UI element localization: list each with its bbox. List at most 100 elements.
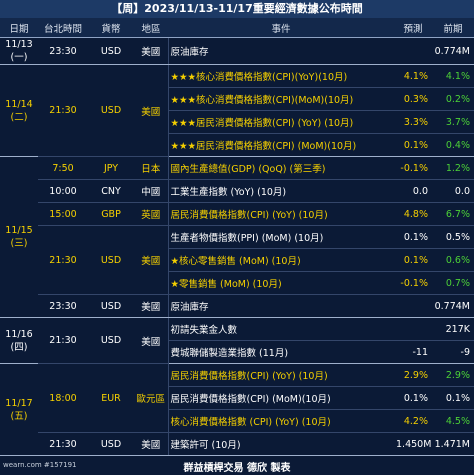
event-row: 核心消費價格指數 (CPI) (YoY) (10月) 4.2% 4.5% (0, 409, 474, 433)
date: 11/13 (5, 39, 33, 50)
event: ★★★居民消費價格指數(CPI) (MoM)(10月) (167, 133, 394, 157)
event-row: 15:00 GBP 英國 居民消費價格指數(CPI) (YoY) (10月) 4.8% 6… (0, 202, 474, 226)
event: 建築許可 (10月) (167, 432, 394, 456)
event: ★★★核心消費價格指數(CPI)(YoY)(10月) (167, 64, 394, 88)
schedule-table: 日期 台北時間 貨幣 地區 事件 預測 前期 11/13 (一) 23:30 USD 美國 原油庫存 0… (0, 18, 474, 456)
event-row: 11/14 (二) 21:30 USD 美國 ★★★核心消費價格指數(CPI)(YoY)(… (0, 64, 474, 157)
region: 歐元區 (134, 363, 168, 433)
event: ★零售銷售 (MoM) (10月) (167, 271, 394, 295)
event-row: 21:30 USD 美國 生產者物價指數(PPI) (MoM) (10月) 0.1% 0.… (0, 225, 474, 295)
weekday: (三) (10, 238, 28, 249)
forecast: 3.3% (394, 110, 432, 134)
forecast: 4.2% (394, 409, 432, 433)
forecast: 0.1% (394, 133, 432, 157)
event-row: ★核心零售銷售 (MoM) (10月) 0.1% 0.6% (0, 248, 474, 272)
time: 23:30 (38, 294, 88, 318)
date-cell: 11/14 (二) (0, 64, 38, 157)
column-header: 日期 (0, 18, 38, 38)
forecast (394, 317, 432, 341)
event: 居民消費價格指數(CPI) (YoY) (10月) (167, 202, 394, 226)
date-cell: 11/15 (三) (0, 156, 38, 318)
previous: 0.1% (432, 386, 474, 410)
event: ★★★居民消費價格指數(CPI) (YoY) (10月) (167, 110, 394, 134)
column-header: 事件 (168, 18, 394, 38)
weekday: (四) (10, 341, 28, 353)
event: ★核心零售銷售 (MoM) (10月) (167, 248, 394, 272)
region: 美國 (134, 294, 168, 318)
title: 【周】2023/11/13-11/17重要經濟數據公布時間 (0, 0, 474, 18)
column-header: 預測 (394, 18, 432, 38)
region: 美國 (134, 225, 168, 295)
date: 11/15 (5, 225, 33, 236)
event-row: 11/15 (三) 7:50 JPY 日本 國內生產總值(GDP) (QoQ) (第三季)… (0, 156, 474, 318)
event: 居民消費價格指數(CPI) (YoY) (10月) (167, 363, 394, 387)
event: 核心消費價格指數 (CPI) (YoY) (10月) (167, 409, 394, 433)
forecast: 0.3% (394, 87, 432, 111)
currency: USD (88, 294, 134, 318)
currency: USD (88, 37, 134, 65)
region: 中國 (134, 179, 168, 203)
previous: 0.774M (432, 37, 474, 65)
region: 美國 (134, 37, 168, 65)
forecast: 2.9% (394, 363, 432, 387)
currency: USD (88, 432, 134, 456)
date-cell: 11/16 (四) (0, 317, 38, 364)
region: 美國 (134, 432, 168, 456)
event-row: 11/13 (一) 23:30 USD 美國 原油庫存 0.774M (0, 37, 474, 65)
column-header: 貨幣 (88, 18, 134, 38)
event: ★★★核心消費價格指數(CPI)(MoM)(10月) (167, 87, 394, 111)
date: 11/17 (5, 397, 33, 409)
previous: 2.9% (432, 363, 474, 387)
event: 原油庫存 (167, 294, 394, 318)
event-row: 費城聯儲製造業指數 (11月) -11 -9 (0, 340, 474, 364)
previous: 217K (432, 317, 474, 341)
currency: CNY (88, 179, 134, 203)
weekday: (五) (10, 410, 28, 422)
time: 21:30 (38, 225, 88, 295)
forecast (394, 37, 432, 65)
time: 21:30 (38, 64, 88, 157)
date: 11/14 (5, 98, 33, 110)
forecast: 4.8% (394, 202, 432, 226)
time: 10:00 (38, 179, 88, 203)
forecast: -11 (394, 340, 432, 364)
region: 美國 (134, 317, 168, 364)
event-row: ★零售銷售 (MoM) (10月) -0.1% 0.7% (0, 271, 474, 295)
event-row: 21:30 USD 美國 建築許可 (10月) 1.450M 1.471M (0, 432, 474, 456)
forecast: 1.450M (394, 432, 432, 456)
previous: 1.2% (432, 156, 474, 180)
column-header: 台北時間 (38, 18, 88, 38)
footer: wearn.com #157191 群益槓桿交易 德欣 製表 (0, 456, 474, 475)
event-row: 11/16 (四) 21:30 USD 美國 初請失業金人數 217K (0, 317, 474, 364)
currency: USD (88, 317, 134, 364)
forecast: 0.0 (394, 179, 432, 203)
previous: 4.5% (432, 409, 474, 433)
event-row: ★★★居民消費價格指數(CPI) (MoM)(10月) 0.1% 0.4% (0, 133, 474, 157)
currency: GBP (88, 202, 134, 226)
currency: USD (88, 64, 134, 157)
event: 初請失業金人數 (167, 317, 394, 341)
event-row: 10:00 CNY 中國 工業生產指數 (YoY) (10月) 0.0 0.0 (0, 179, 474, 203)
forecast: 0.1% (394, 225, 432, 249)
region: 美國 (134, 64, 168, 157)
previous: 3.7% (432, 110, 474, 134)
time: 23:30 (38, 37, 88, 65)
forecast: -0.1% (394, 156, 432, 180)
forecast: 4.1% (394, 64, 432, 88)
previous: 0.0 (432, 179, 474, 203)
column-header: 地區 (134, 18, 168, 38)
currency: USD (88, 225, 134, 295)
event: 工業生產指數 (YoY) (10月) (167, 179, 394, 203)
event: 生產者物價指數(PPI) (MoM) (10月) (167, 225, 394, 249)
forecast: 0.1% (394, 248, 432, 272)
event: 居民消費價格指數(CPI) (MoM)(10月) (167, 386, 394, 410)
previous: 0.2% (432, 87, 474, 111)
event-row: 11/17 (五) 18:00 EUR 歐元區 居民消費價格指數(CPI) (YoY) (… (0, 363, 474, 456)
time: 18:00 (38, 363, 88, 433)
weekday: (一) (10, 52, 28, 63)
weekday: (二) (10, 111, 28, 123)
event: 費城聯儲製造業指數 (11月) (167, 340, 394, 364)
previous: 0.7% (432, 271, 474, 295)
previous: 1.471M (432, 432, 474, 456)
currency: JPY (88, 156, 134, 180)
